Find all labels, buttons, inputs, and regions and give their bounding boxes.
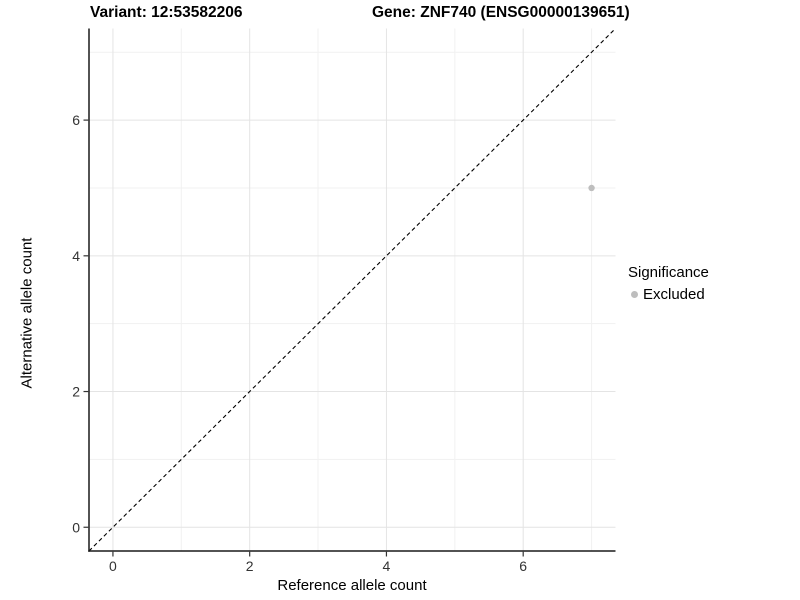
data-point	[588, 184, 595, 192]
y-tick-label: 2	[72, 384, 80, 400]
legend: Significance Excluded	[628, 264, 709, 303]
legend-item-label: Excluded	[643, 286, 705, 303]
x-tick-label: 4	[383, 558, 391, 574]
x-tick-label: 6	[519, 558, 527, 574]
y-axis-title: Alternative allele count	[18, 237, 36, 389]
legend-title: Significance	[628, 264, 709, 281]
y-tick-label: 6	[72, 112, 80, 128]
identity-reference-line	[88, 28, 616, 552]
y-tick-label: 4	[72, 248, 80, 264]
legend-point-icon	[631, 291, 638, 298]
x-tick-label: 0	[109, 558, 117, 574]
y-tick-label: 0	[72, 519, 80, 535]
plot-title-gene: Gene: ZNF740 (ENSG00000139651)	[372, 4, 630, 21]
x-tick-label: 2	[246, 558, 254, 574]
legend-item-excluded: Excluded	[628, 286, 709, 303]
x-axis-title: Reference allele count	[277, 577, 427, 594]
plot-title-variant: Variant: 12:53582206	[90, 4, 243, 21]
